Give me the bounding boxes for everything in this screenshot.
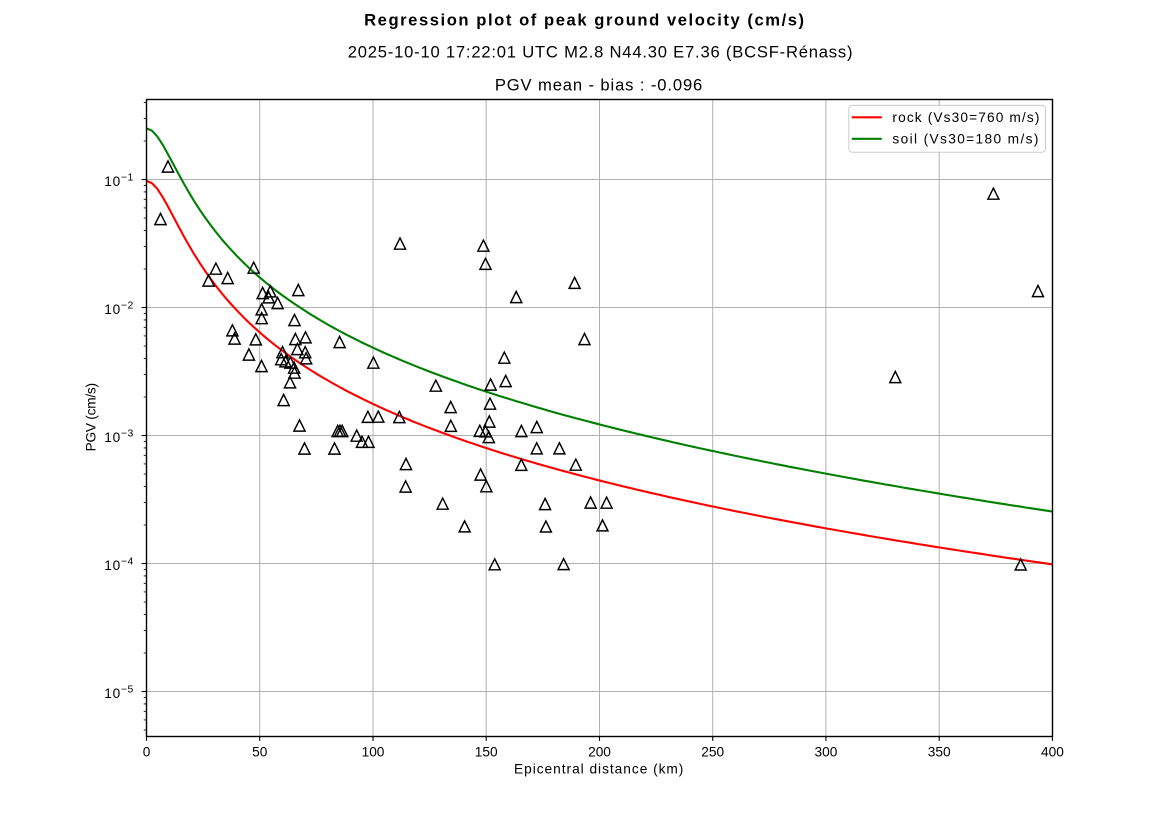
svg-text:2025-10-10 17:22:01 UTC M2.8 N: 2025-10-10 17:22:01 UTC M2.8 N44.30 E7.3… xyxy=(348,42,854,61)
svg-text:PGV mean - bias : -0.096: PGV mean - bias : -0.096 xyxy=(495,75,703,94)
svg-text:soil (Vs30=180 m/s): soil (Vs30=180 m/s) xyxy=(892,132,1039,147)
svg-text:400: 400 xyxy=(1041,744,1064,759)
svg-text:0: 0 xyxy=(143,744,151,759)
svg-text:Regression plot of peak ground: Regression plot of peak ground velocity … xyxy=(364,11,806,30)
svg-text:Epicentral distance (km): Epicentral distance (km) xyxy=(514,761,684,776)
svg-text:150: 150 xyxy=(475,744,498,759)
svg-text:50: 50 xyxy=(252,744,268,759)
svg-text:PGV (cm/s): PGV (cm/s) xyxy=(83,383,98,451)
svg-text:250: 250 xyxy=(701,744,724,759)
svg-text:rock (Vs30=760 m/s): rock (Vs30=760 m/s) xyxy=(892,110,1040,125)
svg-text:200: 200 xyxy=(588,744,611,759)
svg-text:300: 300 xyxy=(814,744,837,759)
svg-text:100: 100 xyxy=(362,744,385,759)
svg-text:350: 350 xyxy=(928,744,951,759)
